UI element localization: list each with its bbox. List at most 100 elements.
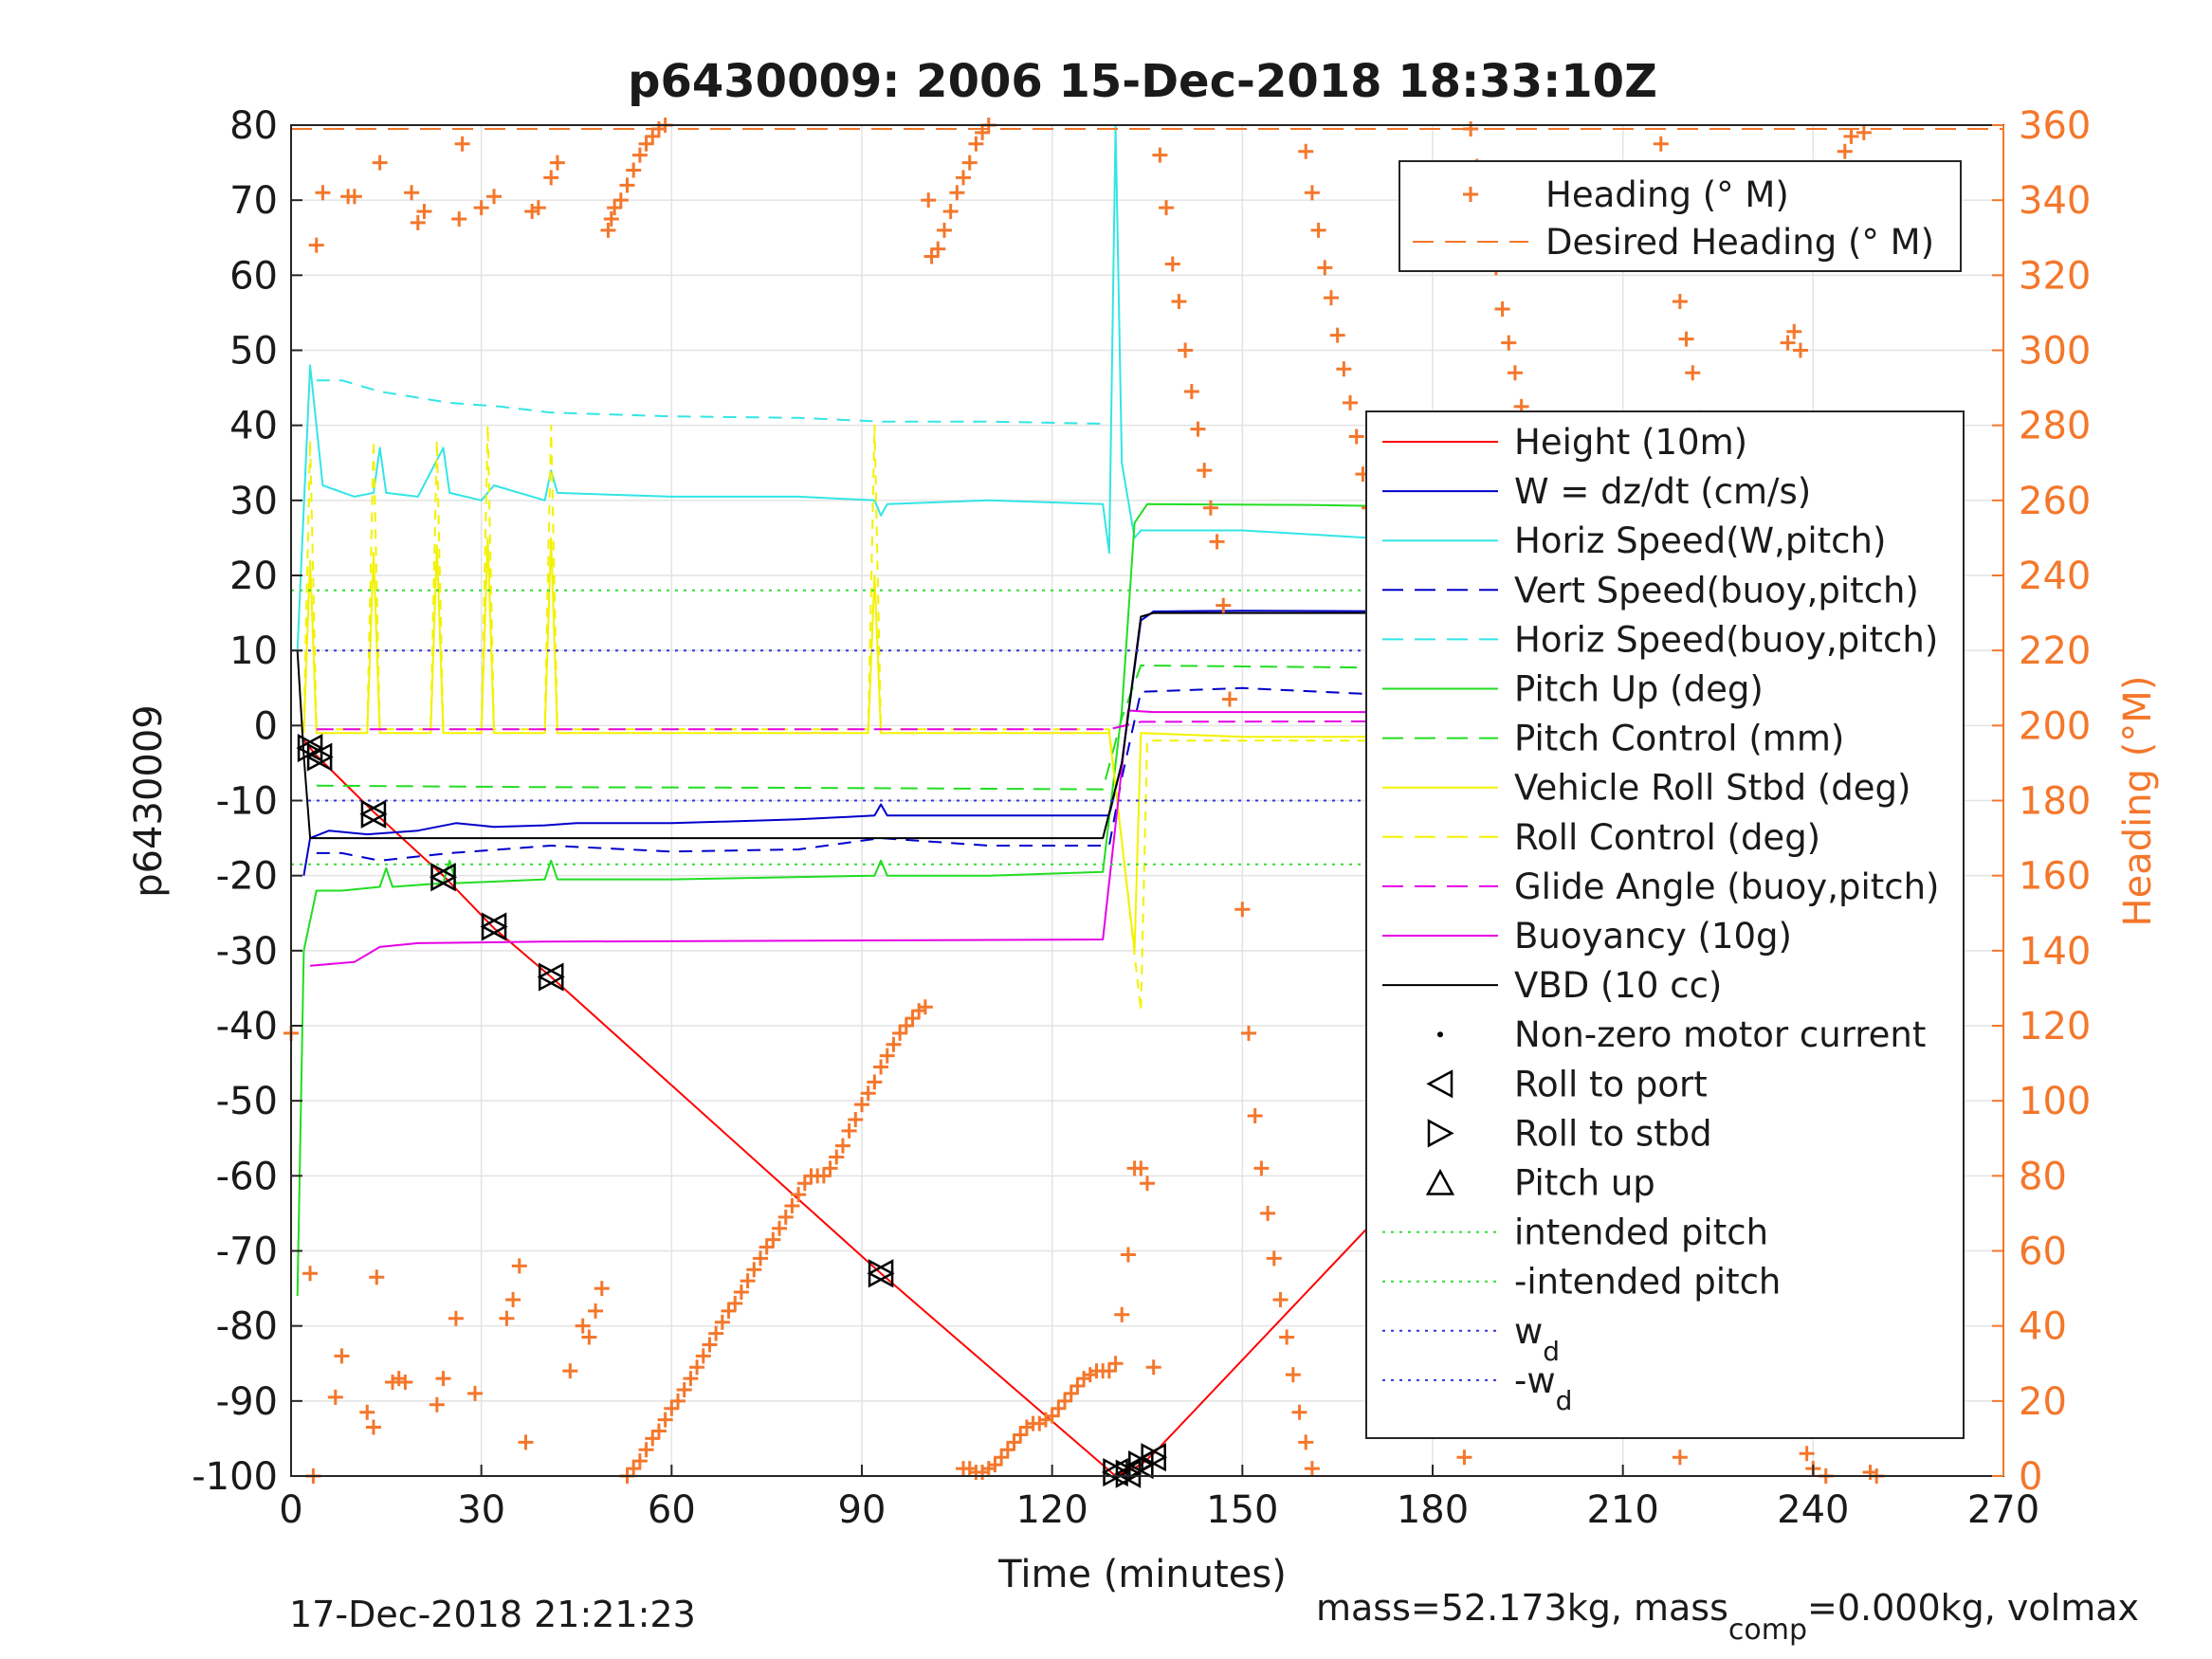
x-tick-label: 120 <box>1015 1488 1088 1532</box>
heading-point <box>562 1363 578 1379</box>
heading-point <box>327 1389 343 1405</box>
heading-point <box>315 185 331 201</box>
y-tick-label-right: 180 <box>2019 780 2091 824</box>
x-tick-label: 60 <box>648 1488 696 1532</box>
heading-point <box>1114 1306 1130 1322</box>
heading-point <box>1329 327 1345 343</box>
heading-point <box>702 1337 718 1353</box>
heading-point <box>714 1314 730 1330</box>
heading-point <box>588 1303 604 1319</box>
legend-main: Height (10m) W = dz/dt (cm/s) Horiz Speed(… <box>1365 410 1965 1439</box>
y-tick-label-right: 300 <box>2019 330 2091 374</box>
heading-point <box>886 1036 902 1052</box>
heading-point <box>1216 597 1232 613</box>
footer-mass: mass=52.173kg, masscomp=0.000kg, volmax <box>1316 1587 2139 1647</box>
heading-point <box>518 1434 534 1450</box>
legend-label: Horiz Speed(W,pitch) <box>1514 520 1886 561</box>
heading-point <box>1183 384 1199 400</box>
y-tick-label-right: 140 <box>2019 930 2091 974</box>
heading-point <box>1221 691 1237 707</box>
heading-point <box>942 204 959 220</box>
roll-to-stbd-marker <box>1128 1450 1155 1480</box>
heading-point <box>740 1273 756 1289</box>
heading-point <box>1501 335 1517 351</box>
heading-point <box>346 189 362 205</box>
y-tick-label-left: 70 <box>229 179 278 223</box>
legend-label: wd <box>1514 1311 1560 1367</box>
heading-point <box>581 1329 597 1345</box>
heading-point <box>1304 1461 1320 1477</box>
heading-point <box>372 155 388 171</box>
heading-point <box>841 1122 857 1139</box>
roll-to-stbd-marker <box>306 742 334 772</box>
legend-label: Buoyancy (10g) <box>1514 916 1792 957</box>
heading-point <box>873 1059 889 1075</box>
y-tick-label-left: -50 <box>216 1080 278 1123</box>
y-tick-label-right: 60 <box>2019 1231 2067 1274</box>
heading-point <box>1285 1367 1301 1383</box>
legend-swatch <box>1425 1168 1455 1195</box>
heading-point <box>397 1375 413 1391</box>
heading-point <box>650 1423 667 1439</box>
footer-mass-sub: comp <box>1728 1613 1807 1647</box>
heading-point <box>1241 1025 1257 1041</box>
heading-point <box>365 1419 381 1435</box>
y-tick-label-right: 100 <box>2019 1080 2091 1123</box>
y-tick-label-right: 280 <box>2019 405 2091 448</box>
legend-label: VBD (10 cc) <box>1514 965 1722 1006</box>
heading-point <box>416 204 432 220</box>
heading-point <box>1678 331 1694 347</box>
heading-point <box>1799 1446 1815 1462</box>
y-tick-label-right: 0 <box>2019 1455 2042 1499</box>
heading-point <box>466 1385 483 1401</box>
heading-point <box>1234 902 1251 918</box>
heading-point <box>930 241 946 257</box>
heading-point <box>1323 290 1339 306</box>
roll-to-stbd-marker <box>481 912 508 941</box>
heading-point <box>1197 463 1213 479</box>
chart-title: p6430009: 2006 15-Dec-2018 18:33:10Z <box>628 55 1657 108</box>
heading-point <box>670 1393 686 1409</box>
heading-point <box>1291 1404 1307 1420</box>
heading-point <box>1164 256 1180 272</box>
legend-label: Pitch Up (deg) <box>1514 669 1764 710</box>
heading-point <box>1152 147 1168 163</box>
heading-point <box>1792 342 1808 358</box>
series-line <box>316 720 1864 731</box>
heading-point <box>429 1396 445 1413</box>
heading-point <box>1317 260 1333 276</box>
heading-point <box>1178 342 1194 358</box>
heading-point <box>1456 1449 1472 1466</box>
heading-point <box>956 170 972 186</box>
heading-point <box>791 1187 807 1203</box>
y-tick-label-right: 40 <box>2019 1305 2067 1349</box>
legend-label: intended pitch <box>1514 1212 1768 1253</box>
y-tick-label-right: 360 <box>2019 104 2091 148</box>
heading-point <box>1780 335 1796 351</box>
heading-point <box>689 1359 705 1376</box>
y-tick-label-left: -20 <box>216 855 278 899</box>
heading-point <box>1190 421 1206 437</box>
legend-label: Horiz Speed(buoy,pitch) <box>1514 619 1938 660</box>
heading-point <box>626 162 642 178</box>
heading-point <box>1843 128 1859 144</box>
heading-point <box>1171 294 1187 310</box>
heading-point <box>631 147 648 163</box>
x-tick-label: 210 <box>1586 1488 1658 1532</box>
series-line <box>316 379 1109 426</box>
x-tick-label: 90 <box>838 1488 887 1532</box>
heading-point <box>451 210 467 227</box>
heading-point <box>1247 1108 1263 1123</box>
heading-point <box>448 1310 464 1326</box>
legend-label: Roll to port <box>1514 1064 1708 1104</box>
heading-point <box>1672 1449 1688 1466</box>
roll-to-stbd-marker <box>360 799 388 829</box>
heading-point <box>1279 1329 1295 1345</box>
legend-label: Non-zero motor current <box>1514 1014 1926 1055</box>
roll-to-stbd-marker <box>868 1259 895 1288</box>
y-tick-label-left: 30 <box>229 480 278 523</box>
heading-point <box>829 1149 845 1165</box>
heading-point <box>1786 323 1802 339</box>
legend-label: Desired Heading (° M) <box>1545 222 1934 263</box>
heading-point <box>1202 500 1218 516</box>
